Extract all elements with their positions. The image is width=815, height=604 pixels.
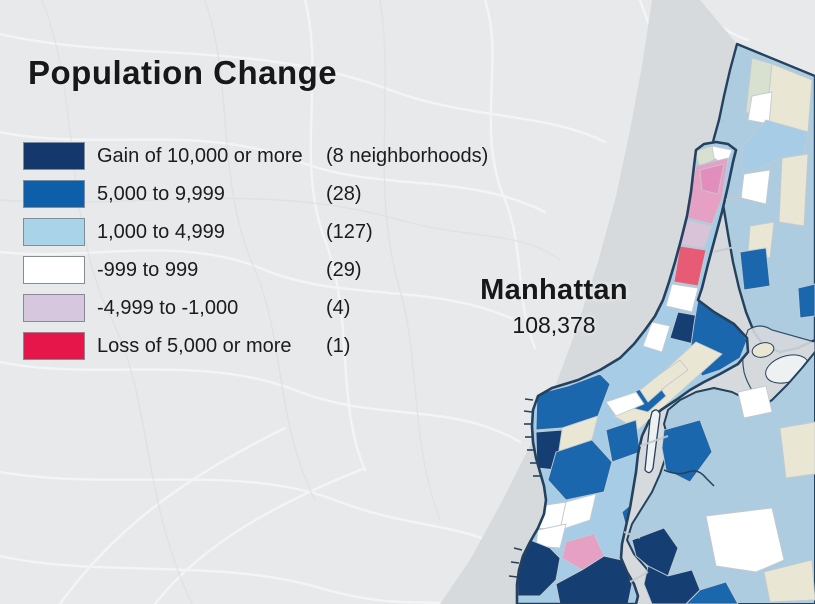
legend-count: (1) [326,335,351,357]
legend-count: (127) [326,221,373,243]
legend-count: (8 neighborhoods) [326,145,489,167]
legend-row: 5,000 to 9,999 (28) [23,180,488,208]
legend-count: (4) [326,297,351,319]
queens-brooklyn-landmass [626,351,815,604]
legend-count: (28) [326,183,362,205]
legend-label: -4,999 to -1,000 [97,297,239,319]
page-title: Population Change [28,54,338,91]
manhattan-outline [515,140,750,604]
pier-stubs [508,398,541,578]
bridges [623,195,743,583]
legend-label: 5,000 to 9,999 [97,183,225,205]
manhattan-island [508,140,750,604]
legend-row: -999 to 999 (29) [23,256,488,284]
legend-row: Gain of 10,000 or more (8 neighborhoods) [23,142,488,170]
legend-label: Gain of 10,000 or more [97,145,303,167]
legend-swatch-loss-low [23,294,85,322]
bronx-landmass [710,42,815,354]
legend: Gain of 10,000 or more (8 neighborhoods)… [23,142,488,360]
borough-callout: Manhattan 108,378 [452,274,656,339]
borough-name-label: Manhattan [480,274,628,306]
queens-brooklyn-neighborhoods [631,385,815,604]
legend-row: -4,999 to -1,000 (4) [23,294,488,322]
manhattan-neighborhoods [517,145,748,604]
legend-label: 1,000 to 4,999 [97,221,225,243]
legend-swatch-gain-high [23,142,85,170]
borough-population-value: 108,378 [512,312,596,338]
legend-swatch-gain-mid [23,180,85,208]
legend-label: -999 to 999 [97,259,199,281]
legend-count: (29) [326,259,362,281]
legend-label: Loss of 5,000 or more [97,335,292,357]
newtown-creek [663,469,715,487]
legend-swatch-loss-high [23,332,85,360]
legend-swatch-stable [23,256,85,284]
legend-swatch-gain-low [23,218,85,246]
legend-row: Loss of 5,000 or more (1) [23,332,488,360]
bronx-neighborhoods [739,57,815,319]
legend-row: 1,000 to 4,999 (127) [23,218,488,246]
